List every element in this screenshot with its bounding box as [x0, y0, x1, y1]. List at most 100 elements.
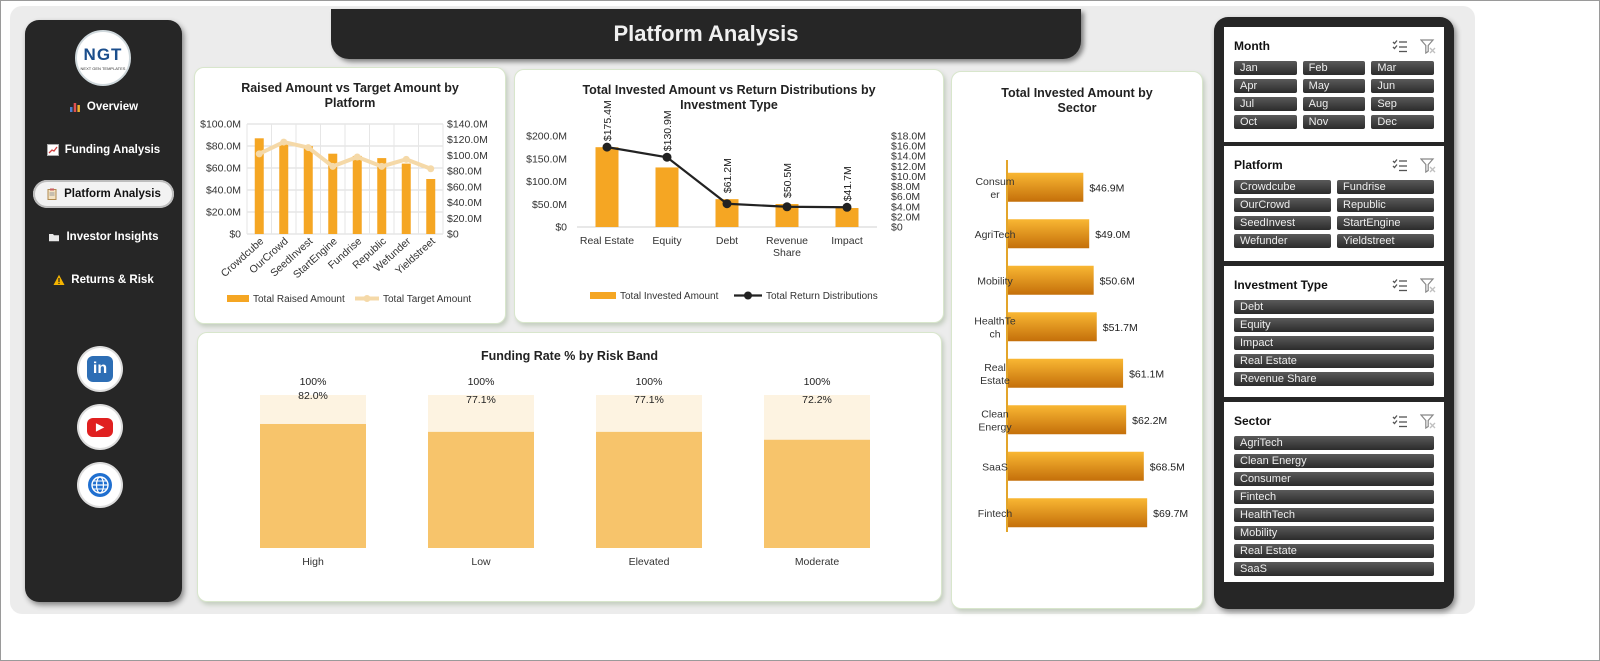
slicer-item[interactable]: Jun: [1371, 79, 1434, 93]
sector-tick-label: ch: [989, 328, 1000, 340]
slicer-item[interactable]: StartEngine: [1337, 216, 1434, 230]
nav-returns-risk[interactable]: Returns & Risk: [33, 266, 174, 294]
legend-label-invested: Total Invested Amount: [620, 291, 719, 302]
nav-investor-insights[interactable]: Investor Insights: [33, 223, 174, 251]
multi-select-icon[interactable]: [1392, 158, 1408, 172]
slicer-item[interactable]: Wefunder: [1234, 234, 1331, 248]
linkedin-button[interactable]: in: [79, 348, 121, 390]
clear-filter-icon[interactable]: [1420, 277, 1436, 293]
slicer-item[interactable]: Jul: [1234, 97, 1297, 111]
y-right-tick-label: $140.0M: [447, 119, 488, 131]
slicer-item[interactable]: Oct: [1234, 115, 1297, 129]
legend-label-return: Total Return Distributions: [766, 291, 878, 302]
y-right-tick-label: $16.0M: [891, 141, 926, 153]
x-tick-label: Low: [471, 556, 491, 568]
legend-swatch-invested: [590, 292, 616, 299]
raised-chart: $0 $20.0M $40.0M $60.0M $80.0M $100.0M $0 $20.0…: [200, 119, 488, 306]
youtube-button[interactable]: ▶: [79, 406, 121, 448]
slicer-item[interactable]: Fundrise: [1337, 180, 1434, 194]
slicer-item[interactable]: Apr: [1234, 79, 1297, 93]
target-point: [304, 144, 312, 152]
website-button[interactable]: [79, 464, 121, 506]
funding-rate-label: 82.0%: [298, 390, 328, 402]
target-point: [353, 153, 361, 161]
legend-marker-return: [744, 291, 752, 300]
slicer-item[interactable]: Equity: [1234, 318, 1434, 332]
sector-data-label: $68.5M: [1150, 461, 1185, 473]
slicer-item[interactable]: Yieldstreet: [1337, 234, 1434, 248]
slicer-item[interactable]: OurCrowd: [1234, 198, 1331, 212]
slicer-item[interactable]: May: [1302, 79, 1366, 93]
return-point: [602, 142, 612, 152]
slicer-item[interactable]: Jan: [1234, 61, 1297, 75]
slicer-item[interactable]: Nov: [1302, 115, 1366, 129]
slicer-title: Sector: [1234, 414, 1272, 428]
x-tick-label: Equity: [652, 235, 682, 247]
y-left-tick-label: $150.0M: [526, 153, 567, 165]
slicer-item[interactable]: Republic: [1337, 198, 1434, 212]
return-point: [662, 152, 672, 162]
sidebar: NGT NEXT GEN TEMPLATES Overview Funding …: [25, 20, 182, 602]
slicer-header: Sector: [1224, 402, 1444, 432]
y-right-tick-label: $6.0M: [891, 191, 920, 203]
line-chart-icon: [46, 144, 59, 156]
slicer-item[interactable]: Aug: [1302, 97, 1366, 111]
sector-tick-label: er: [990, 189, 1000, 201]
sector-tick-label: Clean: [981, 408, 1009, 420]
slicer-item[interactable]: AgriTech: [1234, 436, 1434, 450]
nav-overview[interactable]: Overview: [33, 93, 174, 121]
slicer-item[interactable]: Dec: [1371, 115, 1434, 129]
y-right-tick-label: $10.0M: [891, 171, 926, 183]
slicer-item[interactable]: Crowdcube: [1234, 180, 1331, 194]
clear-filter-icon[interactable]: [1420, 38, 1436, 54]
slicer-item[interactable]: Real Estate: [1234, 354, 1434, 368]
sector-card: Total Invested Amount by Sector $46.9M Co…: [951, 71, 1203, 609]
nav-funding-analysis[interactable]: Funding Analysis: [33, 136, 174, 164]
invested-vs-return-card: Total Invested Amount vs Return Distribu…: [514, 69, 944, 323]
slicer-item[interactable]: Real Estate: [1234, 544, 1434, 558]
folder-icon: [49, 234, 60, 242]
multi-select-icon[interactable]: [1392, 278, 1408, 292]
slicer-item[interactable]: SeedInvest: [1234, 216, 1331, 230]
slicer-title: Month: [1234, 39, 1270, 53]
slicer-item[interactable]: Clean Energy: [1234, 454, 1434, 468]
slicer-items: Debt Equity Impact Real Estate Revenue Share: [1224, 296, 1444, 386]
slicer-item[interactable]: Debt: [1234, 300, 1434, 314]
warning-icon: [53, 274, 65, 285]
multi-select-icon[interactable]: [1392, 414, 1408, 428]
page-title: Platform Analysis: [613, 21, 799, 46]
slicer-item[interactable]: Impact: [1234, 336, 1434, 350]
slicer-items: AgriTech Clean Energy Consumer Fintech Healt…: [1224, 432, 1444, 576]
sector-tick-label: AgriTech: [975, 229, 1016, 241]
slicer-item[interactable]: HealthTech: [1234, 508, 1434, 522]
x-tick-label: Share: [773, 247, 801, 259]
sector-bar: [1008, 265, 1094, 295]
slicer-item[interactable]: Fintech: [1234, 490, 1434, 504]
slicer-investment-type: Investment Type Debt Equity Impact Real Esta…: [1224, 266, 1444, 397]
y-left-tick-label: $200.0M: [526, 131, 567, 143]
ngt-logo: NGT NEXT GEN TEMPLATES: [75, 30, 131, 86]
slicer-item[interactable]: Revenue Share: [1234, 372, 1434, 386]
linkedin-icon: in: [87, 356, 113, 382]
sector-bar: [1008, 405, 1127, 435]
sector-data-label: $46.9M: [1089, 182, 1124, 194]
y-right-tick-label: $0: [447, 229, 459, 241]
y-right-tick-label: $18.0M: [891, 131, 926, 143]
multi-select-icon[interactable]: [1392, 39, 1408, 53]
slicer-item[interactable]: Consumer: [1234, 472, 1434, 486]
slicer-item[interactable]: Mobility: [1234, 526, 1434, 540]
invested-data-label: $175.4M: [602, 100, 614, 141]
slicer-item[interactable]: Feb: [1302, 61, 1366, 75]
funding-rate-label: 72.2%: [802, 394, 832, 406]
slicer-item[interactable]: SaaS: [1234, 562, 1434, 576]
sector-tick-label: Mobility: [977, 275, 1013, 287]
clear-filter-icon[interactable]: [1420, 157, 1436, 173]
slicer-item[interactable]: Sep: [1371, 97, 1434, 111]
slicer-item[interactable]: Mar: [1371, 61, 1434, 75]
raised-bar: [279, 142, 289, 234]
nav-platform-analysis[interactable]: Platform Analysis: [33, 180, 174, 208]
legend-swatch-raised: [227, 295, 249, 302]
clear-filter-icon[interactable]: [1420, 413, 1436, 429]
y-right-tick-label: $40.0M: [447, 197, 482, 209]
